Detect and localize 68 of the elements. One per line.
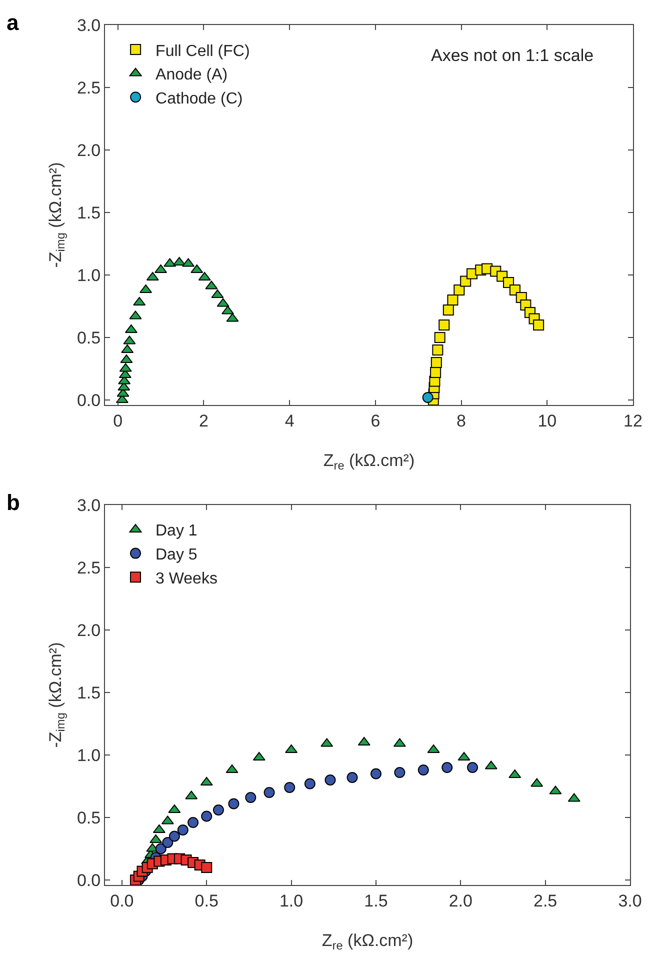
y-tick-label: 1.0 <box>76 746 101 765</box>
point <box>188 817 199 828</box>
point <box>284 782 296 793</box>
y-tick-label: 0.0 <box>76 870 101 890</box>
point <box>447 294 458 306</box>
chart-title: a <box>6 10 20 35</box>
point <box>168 830 180 842</box>
x-tick-label: 2 <box>198 411 208 430</box>
y-tick-label: 2.5 <box>76 78 101 98</box>
x-tick-label: 3.0 <box>618 891 642 910</box>
point <box>394 767 406 778</box>
y-tick-label: 1.5 <box>76 683 101 702</box>
x-axis-title: Z$_{re}$ (kΩ.cm²) <box>322 931 414 953</box>
point <box>201 810 212 822</box>
point <box>155 843 166 854</box>
x-axis-title: Z$_{re}$ (kΩ.cm²) <box>323 451 415 473</box>
annotation: Axes not on 1:1 scale <box>431 46 594 65</box>
y-tick-label: 3.0 <box>76 16 101 35</box>
point <box>438 320 450 330</box>
x-tick-label: 10 <box>538 411 557 430</box>
x-tick-label: 0.0 <box>110 891 134 910</box>
point <box>454 284 465 296</box>
x-tick-label: 6 <box>370 411 380 430</box>
x-tick-label: 2.5 <box>534 891 558 910</box>
point <box>467 762 478 773</box>
point <box>212 804 224 816</box>
point <box>422 392 434 403</box>
point <box>245 792 256 803</box>
x-tick-label: 4 <box>284 411 294 430</box>
point <box>432 344 444 356</box>
y-tick-label: 2.5 <box>76 558 101 578</box>
point <box>430 367 442 378</box>
point <box>177 824 188 836</box>
x-tick-label: 1.5 <box>364 891 388 910</box>
y-tick-label: 3.0 <box>76 496 101 515</box>
chart-title: b <box>6 490 20 515</box>
y-tick-label: 0.0 <box>76 390 101 410</box>
legend-label: 3 Weeks <box>156 570 218 588</box>
y-tick-label: 1.0 <box>76 266 101 285</box>
point <box>430 357 442 368</box>
point <box>162 837 174 848</box>
point <box>324 774 336 786</box>
legend-label: Day 5 <box>156 546 198 564</box>
x-tick-label: 0.5 <box>194 891 218 910</box>
point <box>346 772 358 783</box>
legend-label: Anode (A) <box>156 66 228 84</box>
point <box>533 320 544 330</box>
x-tick-label: 0 <box>113 411 123 430</box>
point <box>304 778 316 790</box>
legend-label: Cathode (C) <box>156 90 243 108</box>
point <box>201 862 212 873</box>
y-tick-label: 0.5 <box>76 808 101 828</box>
y-tick-label: 1.5 <box>76 203 101 222</box>
x-tick-label: 2.0 <box>448 891 472 910</box>
x-tick-label: 12 <box>624 411 642 430</box>
point <box>228 798 240 810</box>
x-tick-label: 1.0 <box>279 891 304 910</box>
x-tick-label: 8 <box>456 411 466 430</box>
y-tick-label: 0.5 <box>76 328 101 348</box>
legend-label: Full Cell (FC) <box>156 42 250 60</box>
point <box>418 764 429 776</box>
point <box>370 768 382 780</box>
point <box>442 304 454 316</box>
point <box>264 787 275 798</box>
point <box>442 762 453 773</box>
point <box>434 332 446 343</box>
y-tick-label: 2.0 <box>76 620 101 640</box>
y-tick-label: 2.0 <box>76 140 101 160</box>
